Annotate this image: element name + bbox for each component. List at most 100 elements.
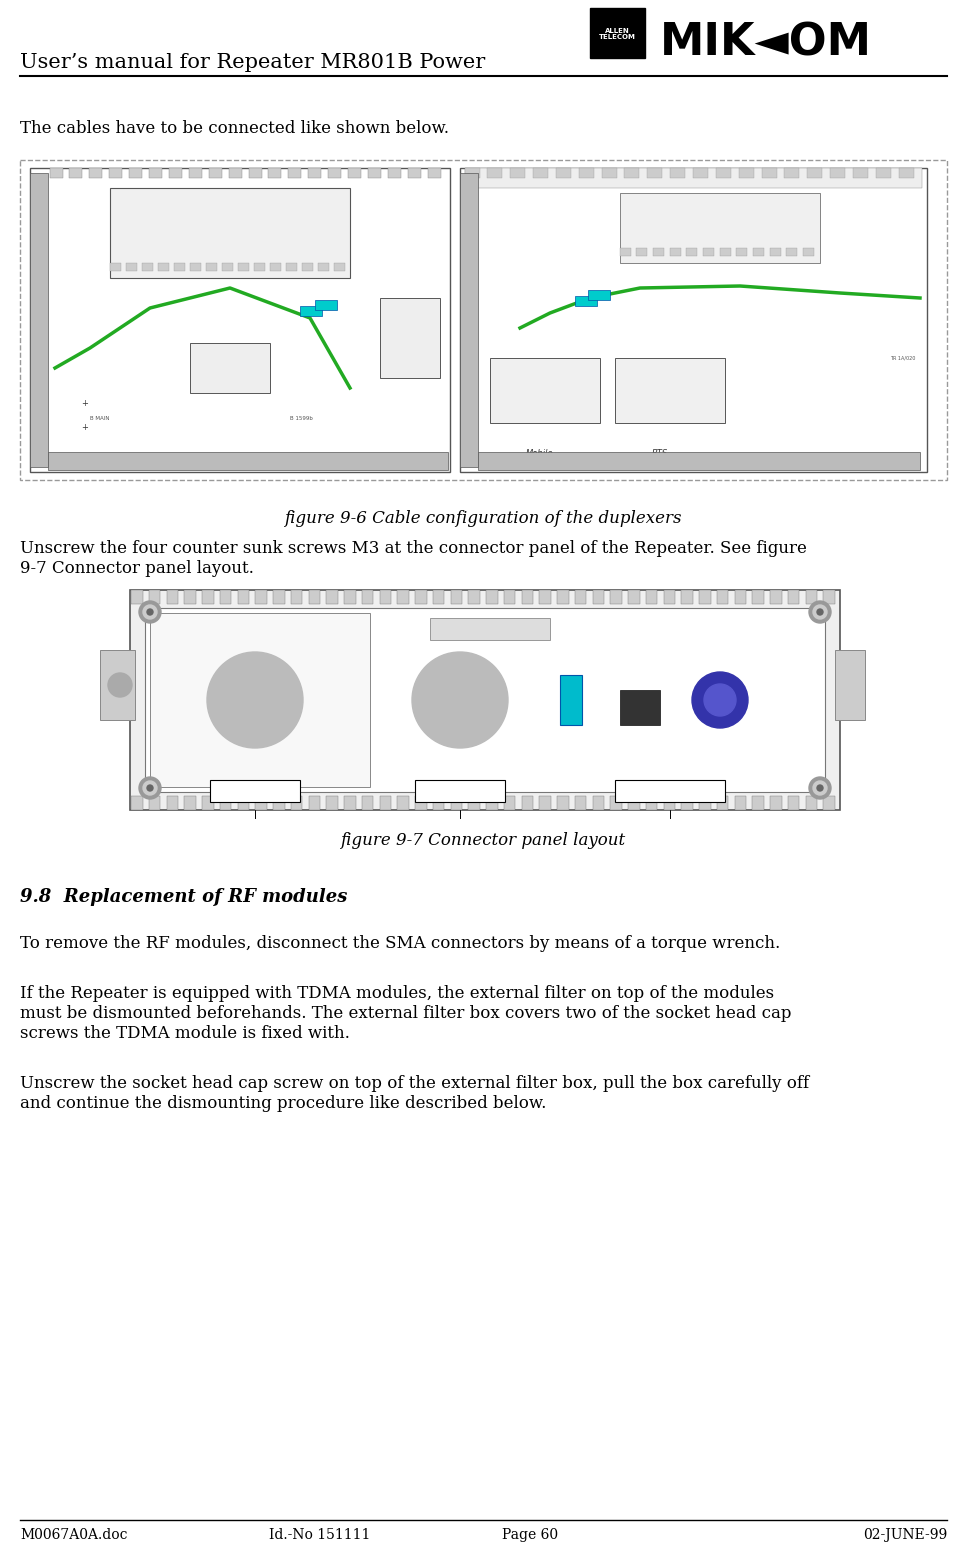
Bar bbox=[788, 591, 800, 605]
Bar bbox=[397, 591, 409, 605]
Bar bbox=[149, 796, 161, 810]
Circle shape bbox=[412, 653, 508, 747]
Text: BTS: BTS bbox=[652, 449, 668, 457]
Bar bbox=[753, 249, 764, 256]
Bar bbox=[362, 796, 373, 810]
Text: duplexer: duplexer bbox=[530, 387, 560, 393]
Bar bbox=[716, 168, 731, 179]
Text: The cables have to be connected like shown below.: The cables have to be connected like sho… bbox=[20, 120, 449, 137]
Text: mains supply: mains supply bbox=[642, 786, 698, 796]
Bar bbox=[468, 591, 480, 605]
Circle shape bbox=[813, 605, 827, 618]
Text: +: + bbox=[81, 424, 88, 432]
Bar bbox=[433, 796, 444, 810]
Bar bbox=[803, 249, 814, 256]
Bar bbox=[255, 591, 267, 605]
Bar bbox=[647, 168, 662, 179]
Bar bbox=[430, 618, 550, 640]
Bar bbox=[876, 168, 892, 179]
Bar bbox=[593, 796, 604, 810]
Bar bbox=[308, 796, 320, 810]
Bar bbox=[388, 168, 401, 179]
Bar bbox=[521, 591, 533, 605]
Circle shape bbox=[813, 782, 827, 796]
Circle shape bbox=[143, 782, 157, 796]
Bar bbox=[130, 591, 840, 810]
Text: Feedforward Amplifier: Feedforward Amplifier bbox=[686, 216, 754, 221]
Text: If the Repeater is equipped with TDMA modules, the external filter on top of the: If the Repeater is equipped with TDMA mo… bbox=[20, 985, 775, 1002]
Bar bbox=[624, 168, 639, 179]
Bar bbox=[451, 796, 462, 810]
Bar bbox=[699, 796, 711, 810]
Bar bbox=[110, 263, 121, 270]
Bar bbox=[670, 168, 686, 179]
Circle shape bbox=[817, 785, 823, 791]
Bar bbox=[185, 796, 195, 810]
Bar bbox=[735, 591, 746, 605]
Bar bbox=[510, 168, 525, 179]
Bar bbox=[899, 168, 915, 179]
Bar bbox=[273, 591, 284, 605]
Bar bbox=[150, 612, 370, 786]
Bar bbox=[575, 295, 597, 306]
Bar bbox=[646, 591, 658, 605]
Bar bbox=[717, 591, 728, 605]
Bar bbox=[129, 168, 142, 179]
Bar bbox=[460, 172, 478, 468]
Bar bbox=[334, 263, 345, 270]
Bar bbox=[131, 796, 142, 810]
Bar bbox=[540, 796, 551, 810]
Circle shape bbox=[445, 685, 475, 715]
Text: 9-7 Connector panel layout.: 9-7 Connector panel layout. bbox=[20, 559, 254, 577]
Bar bbox=[273, 796, 284, 810]
Bar bbox=[415, 796, 426, 810]
Bar bbox=[490, 357, 600, 423]
Bar bbox=[255, 796, 267, 810]
Circle shape bbox=[147, 785, 153, 791]
Bar bbox=[752, 796, 764, 810]
Bar bbox=[823, 796, 835, 810]
Bar bbox=[254, 263, 265, 270]
Bar bbox=[315, 300, 337, 309]
Text: 02-JUNE-99: 02-JUNE-99 bbox=[863, 1528, 947, 1542]
Text: figure 9-6 Cable configuration of the duplexers: figure 9-6 Cable configuration of the du… bbox=[284, 510, 682, 527]
Bar bbox=[460, 168, 927, 472]
Bar bbox=[308, 591, 320, 605]
Bar bbox=[220, 796, 231, 810]
Bar bbox=[610, 591, 622, 605]
Bar bbox=[478, 452, 920, 469]
Text: Mobile: Mobile bbox=[237, 786, 274, 796]
Circle shape bbox=[139, 601, 161, 623]
Text: TR 1A/020: TR 1A/020 bbox=[890, 356, 916, 361]
Bar bbox=[166, 796, 178, 810]
Bar bbox=[451, 591, 462, 605]
Text: Page 60: Page 60 bbox=[502, 1528, 558, 1542]
Bar bbox=[521, 796, 533, 810]
Bar bbox=[620, 249, 631, 256]
Bar bbox=[835, 650, 865, 720]
Circle shape bbox=[704, 684, 736, 716]
Bar bbox=[610, 796, 622, 810]
Circle shape bbox=[207, 653, 303, 747]
Text: and continue the dismounting procedure like described below.: and continue the dismounting procedure l… bbox=[20, 1096, 546, 1113]
Bar bbox=[328, 168, 341, 179]
Bar bbox=[590, 8, 645, 57]
Bar bbox=[362, 591, 373, 605]
Text: Unscrew the socket head cap screw on top of the external filter box, pull the bo: Unscrew the socket head cap screw on top… bbox=[20, 1075, 809, 1092]
Text: Feedforward Amplifier: Feedforward Amplifier bbox=[184, 213, 277, 222]
Bar bbox=[615, 357, 725, 423]
Bar bbox=[270, 263, 281, 270]
Circle shape bbox=[422, 662, 498, 738]
Bar bbox=[628, 796, 639, 810]
Bar bbox=[202, 796, 214, 810]
Bar bbox=[560, 674, 582, 726]
Bar bbox=[326, 796, 337, 810]
Bar bbox=[50, 168, 63, 179]
Bar bbox=[379, 591, 391, 605]
Bar bbox=[486, 796, 498, 810]
Text: MIK◄OM: MIK◄OM bbox=[660, 22, 872, 65]
Bar bbox=[784, 168, 800, 179]
Bar bbox=[699, 591, 711, 605]
Circle shape bbox=[809, 601, 831, 623]
Circle shape bbox=[240, 685, 270, 715]
